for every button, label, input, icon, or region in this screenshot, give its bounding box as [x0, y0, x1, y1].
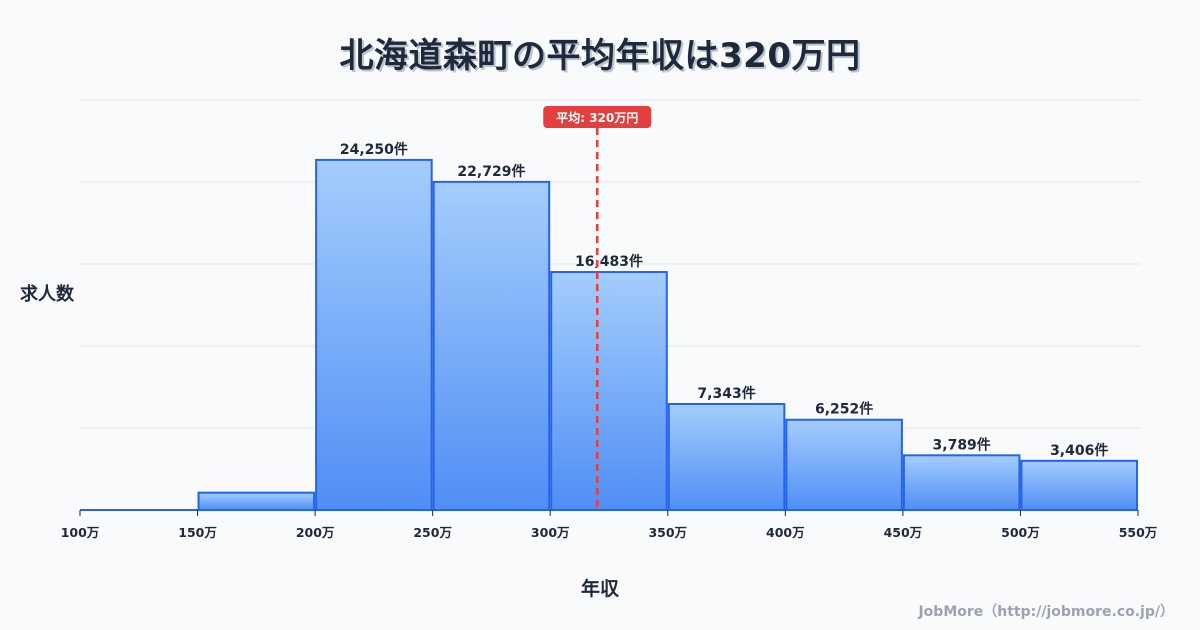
- x-tick-label: 200万: [296, 525, 335, 540]
- histogram-bar: [197, 491, 316, 511]
- histogram-bar: [432, 180, 551, 512]
- histogram-bar: [902, 454, 1021, 512]
- bar-value-label: 3,789件: [933, 436, 991, 453]
- histogram-bar: [550, 271, 668, 511]
- histogram-bar: [315, 158, 433, 512]
- histogram-bar: [785, 418, 903, 511]
- x-tick-label: 350万: [648, 525, 687, 540]
- x-tick-label: 450万: [884, 525, 923, 540]
- x-tick-label: 250万: [413, 525, 452, 540]
- bar-value-label: 6,252件: [815, 401, 873, 418]
- histogram-bar: [1020, 459, 1139, 512]
- x-tick-label: 300万: [531, 525, 570, 540]
- source-credit: JobMore（http://jobmore.co.jp/）: [918, 604, 1174, 620]
- x-axis: 100万 150万 200万 250万 300万 350万 400万 450万 500万 550万: [61, 509, 1158, 540]
- bars: 24,250件 22,729件 16,483件 7,343件 6,252件 3,789件 3…: [197, 141, 1139, 512]
- bar-value-label: 7,343件: [697, 385, 755, 402]
- y-axis-label: 求人数: [20, 284, 74, 305]
- mean-badge-label: 平均: 320万円: [556, 110, 638, 125]
- x-tick-label: 400万: [766, 525, 805, 540]
- x-tick-label: 100万: [61, 525, 100, 540]
- bar-value-label: 16,483件: [575, 253, 643, 270]
- bar-value-label: 24,250件: [340, 141, 408, 158]
- chart-title: 北海道森町の平均年収は320万円: [339, 36, 861, 76]
- x-tick-label: 150万: [178, 525, 217, 540]
- bar-value-label: 22,729件: [457, 163, 525, 180]
- mean-badge: [543, 106, 652, 128]
- x-tick-label: 550万: [1119, 525, 1158, 540]
- mean-marker: 平均: 320万円: [543, 106, 652, 510]
- bar-value-label: 3,406件: [1050, 442, 1108, 459]
- histogram-bar: [667, 402, 786, 512]
- x-tick-label: 500万: [1001, 525, 1040, 540]
- x-axis-label: 年収: [580, 578, 619, 600]
